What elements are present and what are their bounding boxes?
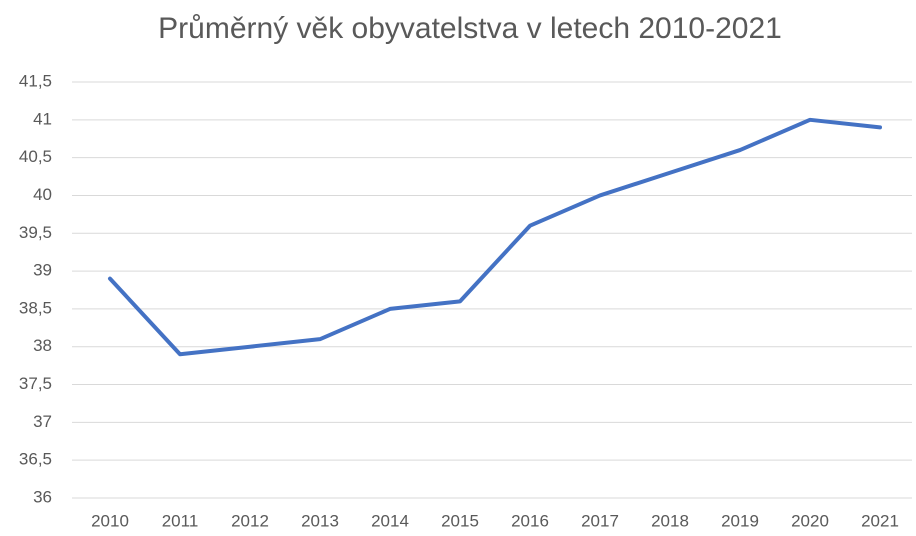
y-tick-label: 41	[33, 109, 52, 128]
y-tick-label: 37,5	[19, 374, 52, 393]
y-tick-label: 40	[33, 185, 52, 204]
x-tick-label: 2019	[721, 511, 759, 530]
x-tick-label: 2015	[441, 511, 479, 530]
y-tick-label: 40,5	[19, 147, 52, 166]
y-tick-label: 41,5	[19, 71, 52, 90]
x-tick-label: 2012	[231, 511, 269, 530]
x-tick-label: 2013	[301, 511, 339, 530]
x-tick-label: 2017	[581, 511, 619, 530]
y-tick-label: 36	[33, 487, 52, 506]
x-tick-label: 2016	[511, 511, 549, 530]
x-tick-label: 2010	[91, 511, 129, 530]
x-tick-label: 2020	[791, 511, 829, 530]
chart-title: Průměrný věk obyvatelstva v letech 2010-…	[158, 12, 782, 45]
x-tick-label: 2011	[162, 511, 199, 530]
y-tick-label: 38	[33, 336, 52, 355]
data-line	[108, 117, 882, 357]
y-tick-label: 39	[33, 261, 52, 280]
x-tick-label: 2018	[651, 511, 689, 530]
y-tick-label: 36,5	[19, 450, 52, 469]
y-tick-label: 39,5	[19, 223, 52, 242]
x-tick-label: 2021	[861, 511, 899, 530]
y-tick-label: 37	[33, 412, 52, 431]
x-tick-label: 2014	[371, 511, 409, 530]
y-tick-label: 38,5	[19, 298, 52, 317]
